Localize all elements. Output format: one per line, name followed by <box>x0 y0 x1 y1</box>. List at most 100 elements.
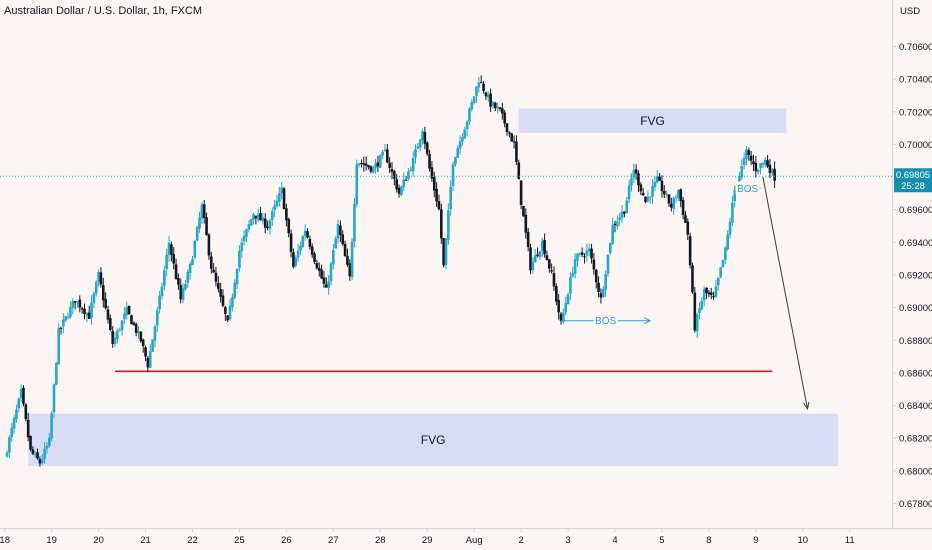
candle-body-155 <box>369 166 373 172</box>
candle-body-68 <box>165 254 168 270</box>
candle-body-162 <box>386 149 389 163</box>
candle-body-134 <box>320 269 323 279</box>
candle-body-97 <box>233 282 237 298</box>
fvg-label-1: FVG <box>421 433 446 447</box>
candle-body-190 <box>451 164 455 187</box>
candle-body-308 <box>728 221 732 235</box>
y-tick-label-6: 0.69200 <box>899 271 932 282</box>
candle-body-175 <box>416 146 420 149</box>
x-tick-label-18: 11 <box>845 535 855 546</box>
candle-body-31 <box>78 299 82 308</box>
candle-body-165 <box>393 171 396 179</box>
candle-body-79 <box>191 258 194 265</box>
candle-body-130 <box>310 246 314 255</box>
candle-body-129 <box>308 239 312 247</box>
candle-body-30 <box>76 301 79 303</box>
candle-body-202 <box>479 82 483 84</box>
candles <box>5 75 776 467</box>
bos-label-bg-1 <box>593 313 618 327</box>
x-tick-label-6: 26 <box>281 535 292 546</box>
candle-body-280 <box>663 191 666 195</box>
candle-body-171 <box>407 171 410 180</box>
candle-body-92 <box>221 295 225 306</box>
candle-body-182 <box>432 177 436 191</box>
candle-body-105 <box>252 214 255 220</box>
candle-body-21 <box>55 362 58 385</box>
candle-body-157 <box>374 163 377 169</box>
candle-body-250 <box>592 259 596 270</box>
candle-body-154 <box>367 165 370 168</box>
candle-body-96 <box>231 297 234 308</box>
bos-label-1: BOS <box>595 316 616 327</box>
candle-body-123 <box>294 257 298 266</box>
candle-body-109 <box>261 217 265 222</box>
projection-arrow-line <box>762 176 808 409</box>
chart-title: Australian Dollar / U.S. Dollar, 1h, FXC… <box>4 5 202 17</box>
candle-body-140 <box>334 238 337 249</box>
candle-body-220 <box>522 205 525 217</box>
y-tick-label-10: 0.68400 <box>899 401 932 412</box>
candle-body-215 <box>510 133 514 142</box>
candle-body-83 <box>200 204 204 219</box>
candle-body-33 <box>83 308 86 315</box>
candle-body-40 <box>99 272 103 285</box>
candle-body-118 <box>282 188 286 210</box>
candle-body-25 <box>64 316 68 321</box>
candle-body-200 <box>475 86 478 96</box>
candle-body-125 <box>299 245 302 251</box>
y-tick-label-2: 0.70200 <box>899 107 932 118</box>
candle-body-323 <box>763 160 767 165</box>
candle-body-296 <box>700 300 704 310</box>
candle-body-219 <box>519 180 523 205</box>
candle-body-226 <box>536 254 539 256</box>
candle-body-194 <box>461 137 464 142</box>
candle-body-260 <box>616 221 619 227</box>
candle-body-57 <box>139 331 143 342</box>
candle-body-28 <box>71 301 75 308</box>
candle-body-268 <box>634 169 638 174</box>
candle-body-249 <box>590 248 593 259</box>
candle-body-73 <box>177 278 180 285</box>
candle-body-71 <box>172 254 176 264</box>
candle-body-276 <box>653 181 657 188</box>
candle-body-256 <box>606 254 610 274</box>
y-tick-label-8: 0.68800 <box>899 336 932 347</box>
y-tick-label-0: 0.70600 <box>899 42 932 53</box>
candle-body-283 <box>670 203 673 208</box>
candle-body-170 <box>404 179 408 181</box>
candle-body-325 <box>768 164 772 173</box>
candle-body-257 <box>609 243 612 254</box>
candle-body-223 <box>529 247 532 271</box>
bos-markers: BOS BOS <box>561 181 761 327</box>
candle-body-241 <box>571 273 575 277</box>
candle-body-252 <box>597 282 600 293</box>
candle-body-131 <box>313 253 316 262</box>
candle-body-141 <box>336 224 340 239</box>
candle-body-24 <box>62 319 65 327</box>
candle-body-305 <box>721 259 725 268</box>
candle-body-91 <box>219 289 222 297</box>
last-price-value: 0.69805 <box>896 170 930 181</box>
candle-body-254 <box>601 288 605 297</box>
candle-body-319 <box>754 162 758 172</box>
x-tick-label-0: 18 <box>0 535 10 546</box>
candle-body-9 <box>26 419 30 438</box>
candle-body-167 <box>397 187 401 194</box>
candle-body-196 <box>465 121 469 130</box>
candle-body-198 <box>470 101 474 110</box>
candle-body-218 <box>517 162 521 180</box>
candle-body-232 <box>550 270 553 272</box>
candle-body-272 <box>644 196 647 202</box>
candle-body-320 <box>756 169 760 173</box>
candle-body-224 <box>531 261 535 271</box>
candle-body-233 <box>552 273 556 287</box>
candle-body-306 <box>724 247 727 260</box>
candle-body-174 <box>414 149 417 158</box>
candle-body-173 <box>411 158 415 172</box>
candle-body-201 <box>477 82 481 88</box>
candle-body-54 <box>132 322 136 325</box>
candle-body-101 <box>242 235 246 242</box>
candle-body-282 <box>667 194 671 204</box>
